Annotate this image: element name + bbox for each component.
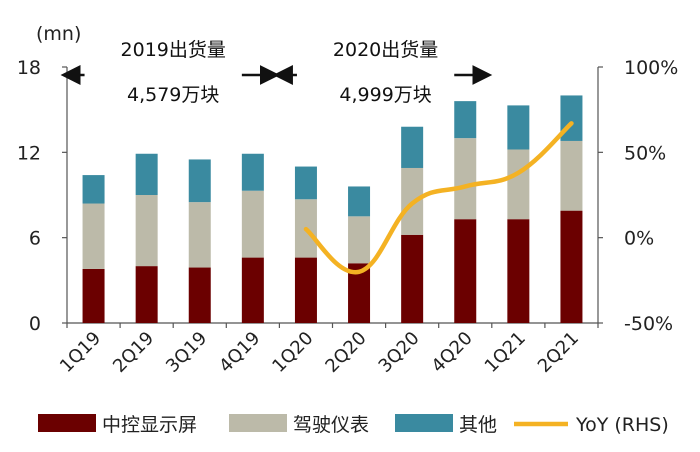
x-tick-label: 1Q21 — [481, 328, 530, 377]
y-right-tick-label: -50% — [624, 313, 673, 335]
bar-segment — [560, 140, 583, 211]
annotation-title: 2020出货量 — [333, 39, 438, 61]
bar-segment — [188, 202, 211, 268]
y-left-unit-label: (mn) — [36, 23, 81, 45]
legend-label: 驾驶仪表 — [293, 414, 369, 436]
x-tick-label: 2Q21 — [534, 328, 583, 377]
x-tick-label: 4Q19 — [215, 328, 264, 377]
bar-segment — [188, 267, 211, 323]
bar-segment — [82, 203, 105, 269]
x-tick-label: 2Q19 — [109, 328, 158, 377]
bar-segment — [294, 166, 317, 200]
annotation-title: 2019出货量 — [121, 39, 226, 61]
bar-segment — [454, 138, 477, 220]
bar-segment — [241, 153, 264, 191]
legend-swatch — [38, 414, 96, 432]
x-tick-label: 3Q20 — [375, 328, 424, 377]
y-right-tick-label: 0% — [624, 228, 654, 250]
bar-segment — [560, 210, 583, 323]
bar-segment — [188, 159, 211, 203]
bar-segment — [507, 149, 530, 220]
legend-label: 其他 — [459, 414, 497, 436]
bar-segment — [507, 105, 530, 150]
bar-segment — [135, 195, 158, 267]
bar-segment — [241, 190, 264, 258]
y-left-tick-label: 18 — [17, 57, 41, 79]
bar-segment — [135, 153, 158, 195]
y-left-tick-label: 0 — [29, 313, 41, 335]
legend-swatch — [229, 414, 287, 432]
bar-segment — [294, 257, 317, 323]
y-left-tick-label: 6 — [29, 228, 41, 250]
legend-swatch — [395, 414, 453, 432]
yoy-line — [303, 121, 574, 275]
x-tick-label: 3Q19 — [162, 328, 211, 377]
bar-segment — [507, 219, 530, 323]
legend-label: YoY (RHS) — [575, 414, 669, 436]
legend-label: 中控显示屏 — [102, 414, 197, 436]
bar-segment — [241, 257, 264, 323]
bar-segment — [82, 175, 105, 204]
bar-segment — [454, 219, 477, 323]
bar-segment — [82, 268, 105, 323]
x-tick-label: 1Q20 — [268, 328, 317, 377]
bar-segment — [454, 101, 477, 139]
bar-segment — [401, 126, 424, 168]
y-right-tick-label: 50% — [624, 142, 666, 164]
x-tick-label: 4Q20 — [428, 328, 477, 377]
bar-segment — [348, 186, 371, 217]
y-left-tick-label: 12 — [17, 142, 41, 164]
y-right-tick-label: 100% — [624, 57, 678, 79]
x-tick-label: 1Q19 — [56, 328, 105, 377]
bar-segment — [135, 266, 158, 323]
annotation-value: 4,579万块 — [127, 84, 219, 106]
annotation-value: 4,999万块 — [339, 84, 431, 106]
bar-segment — [401, 234, 424, 323]
bar-segment — [348, 216, 371, 264]
bar-segment — [348, 263, 371, 323]
x-tick-label: 2Q20 — [321, 328, 370, 377]
